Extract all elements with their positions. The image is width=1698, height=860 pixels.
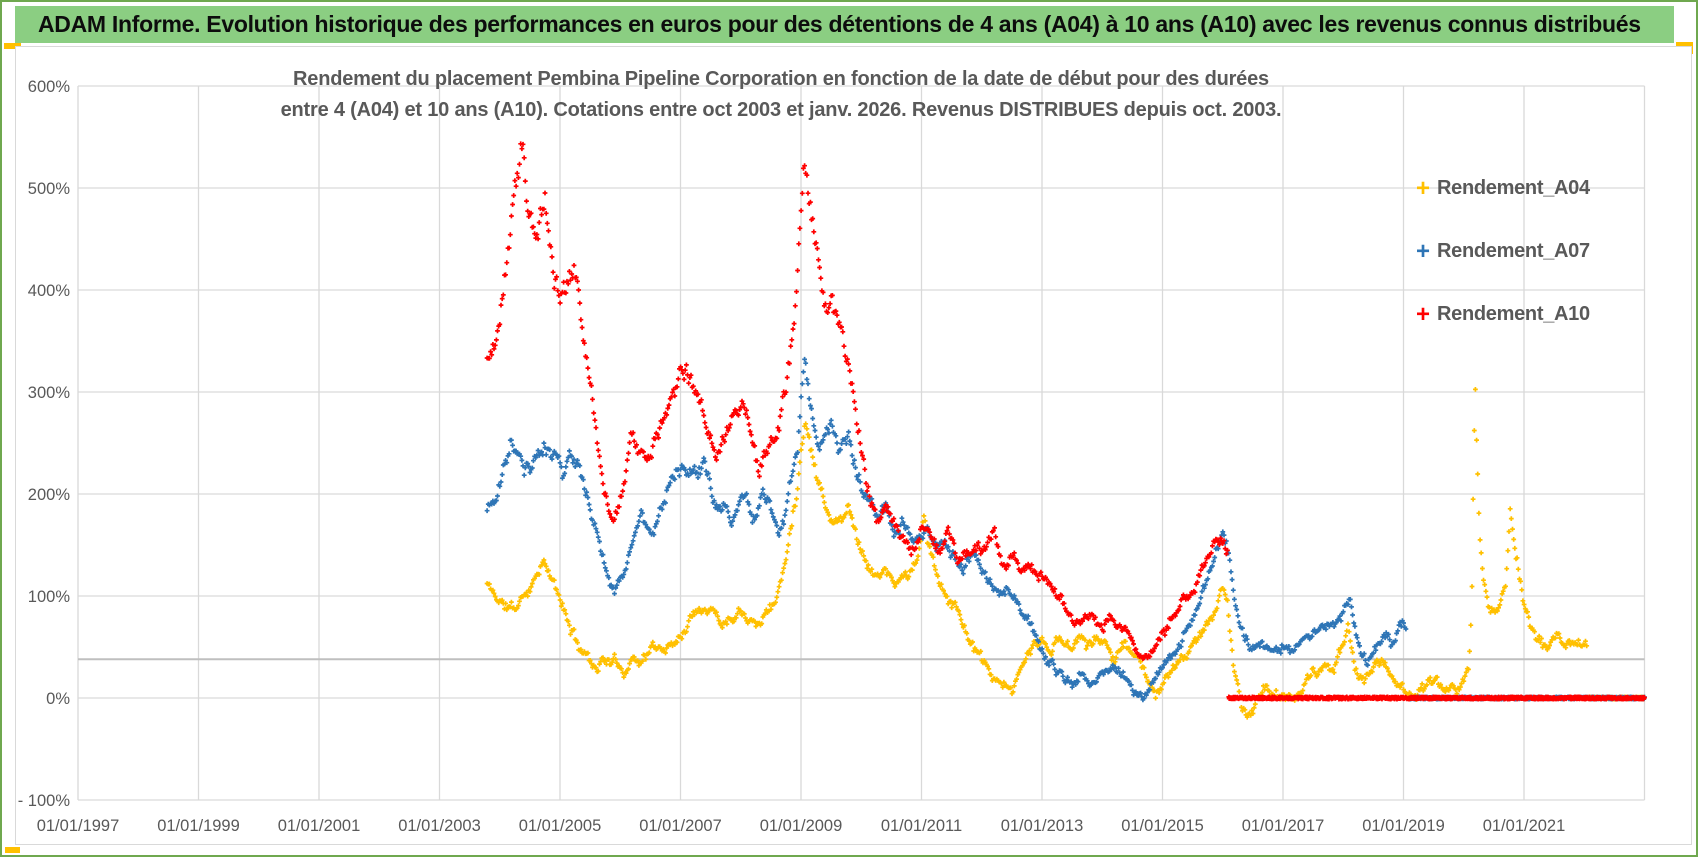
legend-plus-icon-a04: + <box>1415 174 1430 202</box>
legend-label-a04: Rendement_A04 <box>1437 177 1590 199</box>
legend-item-rendement-a07: + Rendement_A07 <box>1409 220 1698 283</box>
svg-text:200%: 200% <box>28 486 71 504</box>
chart-title-line2: entre 4 (A04) et 10 ans (A10). Cotations… <box>280 99 1282 121</box>
series-Rendement_A04 <box>484 387 1647 720</box>
accent-mark-bottom-left <box>5 847 20 853</box>
chart-area: 600% 500% 400% 300% 200% 100% 0% - 100% 01/01/19… <box>15 46 1692 845</box>
series-Rendement_A07 <box>484 356 1647 703</box>
svg-text:01/01/2019: 01/01/2019 <box>1362 817 1445 835</box>
series-Rendement_A07-zero-tail <box>1407 694 1647 702</box>
legend: + Rendement_A04 + Rendement_A07 + Rendem… <box>1409 157 1698 346</box>
svg-text:500%: 500% <box>28 180 71 198</box>
svg-text:01/01/2015: 01/01/2015 <box>1121 817 1204 835</box>
svg-text:- 100%: - 100% <box>18 792 71 810</box>
svg-text:01/01/1999: 01/01/1999 <box>157 817 240 835</box>
svg-text:0%: 0% <box>46 690 70 708</box>
legend-item-rendement-a10: + Rendement_A10 <box>1409 283 1698 346</box>
svg-text:01/01/2003: 01/01/2003 <box>398 817 481 835</box>
svg-text:600%: 600% <box>28 78 71 96</box>
svg-text:01/01/2009: 01/01/2009 <box>760 817 843 835</box>
chart-title: Rendement du placement Pembina Pipeline … <box>146 64 1416 126</box>
svg-text:300%: 300% <box>28 384 71 402</box>
header-band: ADAM Informe. Evolution historique des p… <box>15 6 1674 43</box>
svg-text:01/01/2001: 01/01/2001 <box>278 817 361 835</box>
legend-label-a10: Rendement_A10 <box>1437 303 1590 325</box>
legend-label-a07: Rendement_A07 <box>1437 240 1590 262</box>
plot-svg: 600% 500% 400% 300% 200% 100% 0% - 100% 01/01/19… <box>18 78 1647 835</box>
svg-text:01/01/2013: 01/01/2013 <box>1001 817 1084 835</box>
svg-text:400%: 400% <box>28 282 71 300</box>
legend-item-rendement-a04: + Rendement_A04 <box>1409 157 1698 220</box>
legend-plus-icon-a07: + <box>1415 237 1430 265</box>
x-axis-labels: 01/01/1997 01/01/1999 01/01/2001 01/01/2003… <box>37 817 1566 835</box>
svg-text:01/01/2005: 01/01/2005 <box>519 817 602 835</box>
series-Rendement_A04-zero-tail <box>1586 694 1647 702</box>
svg-text:01/01/2021: 01/01/2021 <box>1483 817 1566 835</box>
svg-text:01/01/1997: 01/01/1997 <box>37 817 120 835</box>
header-title: ADAM Informe. Evolution historique des p… <box>38 11 1641 37</box>
series-Rendement_A10-points <box>484 141 1230 662</box>
series-Rendement_A04-points <box>484 387 1590 720</box>
svg-text:01/01/2011: 01/01/2011 <box>881 817 962 835</box>
svg-text:01/01/2017: 01/01/2017 <box>1242 817 1325 835</box>
series-Rendement_A10-zero-tail <box>1226 694 1647 702</box>
legend-plus-icon-a10: + <box>1415 300 1430 328</box>
chart-title-line1: Rendement du placement Pembina Pipeline … <box>293 68 1269 90</box>
series-Rendement_A07-points <box>484 356 1409 703</box>
svg-text:01/01/2007: 01/01/2007 <box>639 817 722 835</box>
svg-text:100%: 100% <box>28 588 71 606</box>
y-axis-labels: 600% 500% 400% 300% 200% 100% 0% - 100% <box>18 78 71 810</box>
accent-mark-top-left <box>4 43 21 49</box>
